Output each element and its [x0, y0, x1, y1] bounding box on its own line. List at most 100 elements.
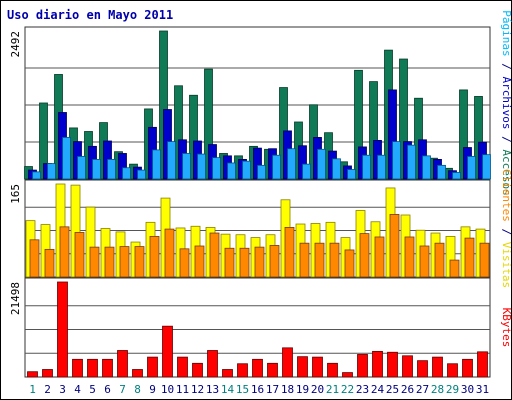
bar-clientes-day-22 [344, 249, 355, 278]
x-tick-label-day-22: 22 [341, 383, 354, 396]
bar-p-ginas-day-18 [287, 148, 296, 180]
bar-clientes-day-28 [434, 242, 445, 278]
legend-part: Accesos [500, 149, 512, 195]
x-tick-label-day-20: 20 [311, 383, 324, 396]
bar-kbytes-day-16 [252, 358, 263, 378]
x-tick-label-day-29: 29 [446, 383, 459, 396]
bar-clientes-day-17 [269, 245, 280, 278]
bar-clientes-day-3 [59, 226, 70, 278]
bar-clientes-day-24 [374, 236, 385, 278]
x-tick-label-day-17: 17 [266, 383, 279, 396]
y-max-label-top: 2492 [9, 31, 22, 58]
bar-clientes-day-29 [449, 259, 460, 278]
bar-kbytes-day-9 [147, 356, 158, 378]
x-tick-label-day-31: 31 [476, 383, 489, 396]
x-tick-label-day-30: 30 [461, 383, 474, 396]
bar-p-ginas-day-13 [212, 157, 221, 180]
bar-kbytes-day-12 [192, 362, 203, 378]
bar-clientes-day-27 [419, 245, 430, 278]
legend-part: Visitas [500, 242, 512, 288]
x-tick-label-day-13: 13 [206, 383, 219, 396]
bar-clientes-day-9 [149, 236, 160, 278]
x-tick-label-day-18: 18 [281, 383, 294, 396]
bar-clientes-day-19 [299, 242, 310, 278]
bar-clientes-day-20 [314, 242, 325, 278]
bar-clientes-day-18 [284, 226, 295, 278]
bar-kbytes-day-26 [402, 355, 413, 378]
panel-top: 2492 Páginas / Archivos / Accesos [9, 10, 512, 195]
legend-part: Páginas [500, 10, 512, 56]
bar-kbytes-day-15 [237, 363, 248, 378]
bar-kbytes-day-29 [447, 363, 458, 378]
bar-kbytes-day-31 [477, 351, 488, 378]
bar-kbytes-day-24 [372, 350, 383, 378]
bar-clientes-day-14 [224, 247, 235, 278]
x-tick-label-day-3: 3 [59, 383, 66, 396]
bar-clientes-day-12 [194, 245, 205, 278]
bar-kbytes-day-21 [327, 362, 338, 378]
bar-kbytes-day-6 [102, 358, 113, 378]
legend-part: / [500, 57, 512, 77]
bar-p-ginas-day-7 [122, 167, 131, 180]
bar-clientes-day-26 [404, 236, 415, 278]
series-clientes [29, 214, 490, 278]
bar-kbytes-day-28 [432, 356, 443, 378]
y-max-label-bottom: 21498 [9, 282, 22, 315]
x-tick-label-day-12: 12 [191, 383, 204, 396]
legend-part: / [500, 222, 512, 242]
x-tick-label-day-10: 10 [161, 383, 174, 396]
bar-kbytes-day-27 [417, 360, 428, 378]
bar-kbytes-day-11 [177, 356, 188, 378]
bar-kbytes-day-4 [72, 358, 83, 378]
panel-middle: 165 Clientes / Visitas [9, 169, 512, 288]
x-tick-label-day-6: 6 [104, 383, 111, 396]
bar-clientes-day-6 [104, 246, 115, 278]
x-tick-label-day-8: 8 [134, 383, 141, 396]
bar-kbytes-day-10 [162, 325, 173, 378]
series-legend-middle: Clientes / Visitas [500, 169, 512, 288]
x-tick-label-day-23: 23 [356, 383, 369, 396]
legend-part: KBytes [500, 308, 512, 348]
bar-p-ginas-day-22 [347, 169, 356, 180]
bar-p-ginas-day-10 [167, 141, 176, 180]
bar-p-ginas-day-3 [62, 137, 71, 180]
series-legend-top: Páginas / Archivos / Accesos [500, 10, 512, 195]
bar-kbytes-day-7 [117, 350, 128, 378]
bar-clientes-day-30 [464, 237, 475, 278]
y-max-label-middle: 165 [9, 184, 22, 204]
bar-kbytes-day-30 [462, 358, 473, 378]
x-tick-label-day-11: 11 [176, 383, 189, 396]
bar-kbytes-day-8 [132, 369, 143, 378]
bar-kbytes-day-5 [87, 358, 98, 378]
bar-clientes-day-5 [89, 246, 100, 278]
bar-kbytes-day-18 [282, 347, 293, 378]
bar-clientes-day-8 [134, 246, 145, 278]
bar-kbytes-day-25 [387, 351, 398, 378]
bar-p-ginas-day-8 [137, 169, 146, 180]
bar-kbytes-day-3 [57, 281, 68, 378]
bar-kbytes-day-1 [27, 371, 38, 378]
bar-kbytes-day-2 [42, 369, 53, 378]
x-tick-label-day-27: 27 [416, 383, 429, 396]
bar-p-ginas-day-15 [242, 160, 251, 180]
bar-p-ginas-day-5 [92, 158, 101, 180]
bar-p-ginas-day-14 [227, 162, 236, 180]
series-legend-bottom: KBytes [500, 308, 512, 348]
bar-p-ginas-day-26 [407, 144, 416, 180]
x-tick-label-day-28: 28 [431, 383, 444, 396]
x-tick-label-day-16: 16 [251, 383, 264, 396]
bar-p-ginas-day-21 [332, 158, 341, 180]
x-tick-label-day-2: 2 [44, 383, 51, 396]
bar-p-ginas-day-2 [47, 163, 56, 180]
bar-p-ginas-day-19 [302, 163, 311, 180]
x-tick-label-day-24: 24 [371, 383, 385, 396]
bar-p-ginas-day-25 [392, 141, 401, 180]
bar-kbytes-day-20 [312, 356, 323, 378]
bar-kbytes-day-22 [342, 372, 353, 378]
bar-clientes-day-31 [479, 242, 490, 278]
bar-clientes-day-15 [239, 247, 250, 278]
chart-title: Uso diario en Mayo 2011 [7, 8, 173, 22]
bar-clientes-day-16 [254, 246, 265, 278]
bar-p-ginas-day-31 [482, 154, 491, 180]
